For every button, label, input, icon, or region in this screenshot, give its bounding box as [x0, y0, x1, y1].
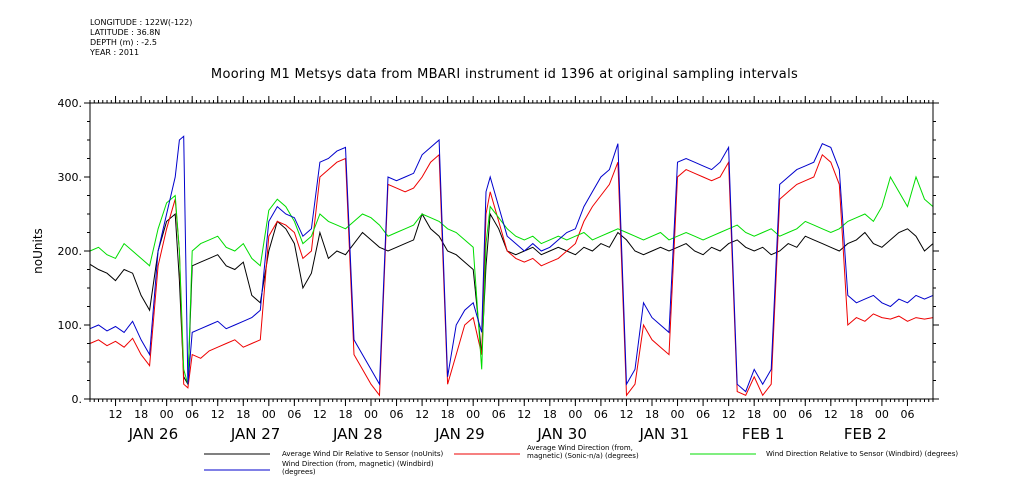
x-tick-label: 00 [364, 408, 378, 421]
plot-frame [89, 102, 934, 400]
x-date-label: FEB 2 [844, 425, 887, 443]
x-date-label: JAN 29 [434, 425, 485, 443]
series-line-1 [89, 153, 934, 397]
x-tick-label: 12 [313, 408, 327, 421]
legend-label-1: Average Wind Direction (from, magnetic) … [527, 444, 639, 460]
series-layer [89, 135, 934, 397]
x-tick-label: 18 [849, 408, 863, 421]
x-date-label: JAN 26 [128, 425, 179, 443]
header-longitude: LONGITUDE : 122W(-122) [90, 18, 193, 27]
x-tick-label: 06 [390, 408, 404, 421]
series-line-3 [89, 135, 934, 393]
x-tick-label: 18 [338, 408, 352, 421]
x-tick-label: 18 [236, 408, 250, 421]
legend-label-2: Wind Direction Relative to Sensor (Windb… [766, 450, 958, 458]
header-depth: DEPTH (m) : -2.5 [90, 38, 157, 47]
x-tick-label: 12 [619, 408, 633, 421]
legend-label-0: Average Wind Dir Relative to Sensor (noU… [282, 450, 443, 458]
chart-title: Mooring M1 Metsys data from MBARI instru… [210, 67, 799, 82]
x-tick-label: 06 [594, 408, 608, 421]
x-tick-label: 12 [415, 408, 429, 421]
series-line-0 [89, 212, 934, 386]
x-date-label: JAN 28 [332, 425, 383, 443]
x-tick-label: 18 [441, 408, 455, 421]
y-tick-label: 300. [58, 171, 83, 184]
x-tick-label: 06 [696, 408, 710, 421]
x-tick-label: 06 [492, 408, 506, 421]
x-date-label: FEB 1 [742, 425, 785, 443]
header-latitude: LATITUDE : 36.8N [90, 28, 161, 37]
y-tick-label: 0. [72, 393, 83, 406]
x-date-label: JAN 27 [230, 425, 281, 443]
x-tick-label: 00 [671, 408, 685, 421]
x-tick-label: 06 [185, 408, 199, 421]
x-tick-label: 06 [798, 408, 812, 421]
x-tick-label: 00 [160, 408, 174, 421]
x-date-label: JAN 30 [536, 425, 587, 443]
x-tick-label: 06 [287, 408, 301, 421]
y-tick-label: 400. [58, 97, 83, 110]
metadata-header: LONGITUDE : 122W(-122) LATITUDE : 36.8N … [90, 18, 192, 58]
x-tick-label: 12 [517, 408, 531, 421]
y-tick-label: 100. [58, 319, 83, 332]
x-tick-label: 12 [722, 408, 736, 421]
x-tick-label: 00 [773, 408, 787, 421]
x-tick-label: 12 [109, 408, 123, 421]
y-tick-label: 200. [58, 245, 83, 258]
x-tick-label: 00 [875, 408, 889, 421]
x-tick-label: 18 [134, 408, 148, 421]
axis-layer: 0. 100. 200. 300. 400. noUnits 12 18 00 06 12 18 00 0… [31, 96, 939, 443]
x-tick-label: 06 [900, 408, 914, 421]
x-tick-label: 12 [824, 408, 838, 421]
y-axis-label: noUnits [31, 228, 45, 274]
x-tick-label: 18 [645, 408, 659, 421]
x-date-label: JAN 31 [639, 425, 690, 443]
legend-layer: Average Wind Dir Relative to Sensor (noU… [204, 444, 958, 476]
series-line-2 [89, 175, 934, 385]
x-tick-label: 18 [543, 408, 557, 421]
x-tick-label: 00 [262, 408, 276, 421]
x-tick-label: 18 [747, 408, 761, 421]
x-tick-label: 00 [568, 408, 582, 421]
x-tick-label: 00 [466, 408, 480, 421]
x-tick-label: 12 [211, 408, 225, 421]
header-year: YEAR : 2011 [90, 48, 140, 57]
legend-label-3: Wind Direction (from, magnetic) (Windbir… [282, 460, 434, 476]
